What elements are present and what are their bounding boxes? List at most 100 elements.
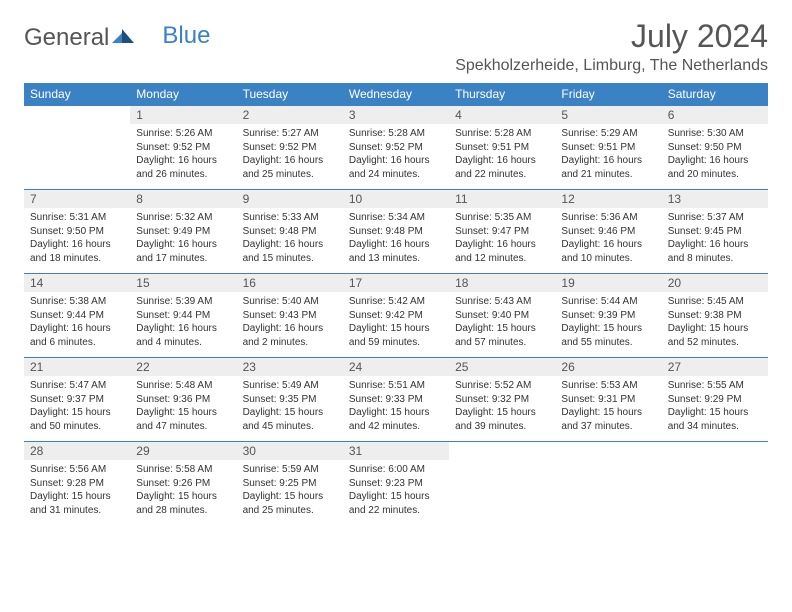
location-text: Spekholzerheide, Limburg, The Netherland…	[455, 57, 768, 75]
sunrise-text: Sunrise: 5:33 AM	[243, 211, 337, 225]
daylight-text: Daylight: 15 hours and 50 minutes.	[30, 406, 124, 433]
day-body: Sunrise: 5:44 AMSunset: 9:39 PMDaylight:…	[555, 292, 661, 357]
daylight-text: Daylight: 15 hours and 52 minutes.	[668, 322, 762, 349]
calendar-week-row: 21Sunrise: 5:47 AMSunset: 9:37 PMDayligh…	[24, 358, 768, 442]
sunrise-text: Sunrise: 5:58 AM	[136, 463, 230, 477]
sunrise-text: Sunrise: 5:49 AM	[243, 379, 337, 393]
daylight-text: Daylight: 16 hours and 22 minutes.	[455, 154, 549, 181]
calendar-day-cell: 24Sunrise: 5:51 AMSunset: 9:33 PMDayligh…	[343, 358, 449, 442]
sunset-text: Sunset: 9:35 PM	[243, 393, 337, 407]
sunset-text: Sunset: 9:48 PM	[349, 225, 443, 239]
sunrise-text: Sunrise: 5:47 AM	[30, 379, 124, 393]
logo-text-general: General	[24, 24, 109, 52]
sunrise-text: Sunrise: 5:31 AM	[30, 211, 124, 225]
daylight-text: Daylight: 16 hours and 8 minutes.	[668, 238, 762, 265]
calendar-day-cell: 27Sunrise: 5:55 AMSunset: 9:29 PMDayligh…	[662, 358, 768, 442]
day-number: 4	[449, 106, 555, 124]
day-body: Sunrise: 5:42 AMSunset: 9:42 PMDaylight:…	[343, 292, 449, 357]
calendar-day-cell: 18Sunrise: 5:43 AMSunset: 9:40 PMDayligh…	[449, 274, 555, 358]
sunset-text: Sunset: 9:40 PM	[455, 309, 549, 323]
calendar-day-cell: 28Sunrise: 5:56 AMSunset: 9:28 PMDayligh…	[24, 442, 130, 526]
daylight-text: Daylight: 15 hours and 55 minutes.	[561, 322, 655, 349]
calendar-day-cell: 25Sunrise: 5:52 AMSunset: 9:32 PMDayligh…	[449, 358, 555, 442]
sunrise-text: Sunrise: 5:26 AM	[136, 127, 230, 141]
daylight-text: Daylight: 16 hours and 20 minutes.	[668, 154, 762, 181]
daylight-text: Daylight: 15 hours and 28 minutes.	[136, 490, 230, 517]
logo-text-blue: Blue	[162, 22, 210, 50]
day-body: Sunrise: 5:56 AMSunset: 9:28 PMDaylight:…	[24, 460, 130, 525]
daylight-text: Daylight: 16 hours and 12 minutes.	[455, 238, 549, 265]
sunrise-text: Sunrise: 5:40 AM	[243, 295, 337, 309]
sunrise-text: Sunrise: 5:55 AM	[668, 379, 762, 393]
title-block: July 2024 Spekholzerheide, Limburg, The …	[455, 18, 768, 75]
calendar-day-cell: 19Sunrise: 5:44 AMSunset: 9:39 PMDayligh…	[555, 274, 661, 358]
sunset-text: Sunset: 9:31 PM	[561, 393, 655, 407]
day-number: 29	[130, 442, 236, 460]
daylight-text: Daylight: 15 hours and 34 minutes.	[668, 406, 762, 433]
day-body: Sunrise: 5:36 AMSunset: 9:46 PMDaylight:…	[555, 208, 661, 273]
calendar-week-row: 7Sunrise: 5:31 AMSunset: 9:50 PMDaylight…	[24, 190, 768, 274]
calendar-day-cell: 1Sunrise: 5:26 AMSunset: 9:52 PMDaylight…	[130, 106, 236, 190]
daylight-text: Daylight: 16 hours and 24 minutes.	[349, 154, 443, 181]
calendar-day-cell: 26Sunrise: 5:53 AMSunset: 9:31 PMDayligh…	[555, 358, 661, 442]
sunrise-text: Sunrise: 5:44 AM	[561, 295, 655, 309]
sunset-text: Sunset: 9:42 PM	[349, 309, 443, 323]
calendar-day-cell: 21Sunrise: 5:47 AMSunset: 9:37 PMDayligh…	[24, 358, 130, 442]
sunrise-text: Sunrise: 5:38 AM	[30, 295, 124, 309]
month-title: July 2024	[455, 18, 768, 55]
calendar-week-row: 28Sunrise: 5:56 AMSunset: 9:28 PMDayligh…	[24, 442, 768, 526]
day-number: 26	[555, 358, 661, 376]
day-number: 8	[130, 190, 236, 208]
day-number: 12	[555, 190, 661, 208]
sunrise-text: Sunrise: 5:43 AM	[455, 295, 549, 309]
sunrise-text: Sunrise: 5:39 AM	[136, 295, 230, 309]
daylight-text: Daylight: 16 hours and 17 minutes.	[136, 238, 230, 265]
sunrise-text: Sunrise: 5:45 AM	[668, 295, 762, 309]
sunrise-text: Sunrise: 5:36 AM	[561, 211, 655, 225]
sunrise-text: Sunrise: 5:29 AM	[561, 127, 655, 141]
daylight-text: Daylight: 15 hours and 57 minutes.	[455, 322, 549, 349]
daylight-text: Daylight: 16 hours and 15 minutes.	[243, 238, 337, 265]
sunset-text: Sunset: 9:33 PM	[349, 393, 443, 407]
sunrise-text: Sunrise: 6:00 AM	[349, 463, 443, 477]
day-body	[449, 446, 555, 508]
day-body: Sunrise: 5:38 AMSunset: 9:44 PMDaylight:…	[24, 292, 130, 357]
daylight-text: Daylight: 15 hours and 59 minutes.	[349, 322, 443, 349]
sunrise-text: Sunrise: 5:27 AM	[243, 127, 337, 141]
day-body: Sunrise: 5:33 AMSunset: 9:48 PMDaylight:…	[237, 208, 343, 273]
day-body	[24, 110, 130, 172]
day-number: 27	[662, 358, 768, 376]
sunrise-text: Sunrise: 5:35 AM	[455, 211, 549, 225]
day-body: Sunrise: 5:26 AMSunset: 9:52 PMDaylight:…	[130, 124, 236, 189]
day-body: Sunrise: 5:55 AMSunset: 9:29 PMDaylight:…	[662, 376, 768, 441]
calendar-day-cell: 4Sunrise: 5:28 AMSunset: 9:51 PMDaylight…	[449, 106, 555, 190]
weekday-header: Sunday	[24, 83, 130, 106]
day-number: 9	[237, 190, 343, 208]
sunset-text: Sunset: 9:46 PM	[561, 225, 655, 239]
sunset-text: Sunset: 9:23 PM	[349, 477, 443, 491]
day-body: Sunrise: 5:32 AMSunset: 9:49 PMDaylight:…	[130, 208, 236, 273]
sunrise-text: Sunrise: 5:32 AM	[136, 211, 230, 225]
sunset-text: Sunset: 9:52 PM	[136, 141, 230, 155]
day-number: 15	[130, 274, 236, 292]
day-body: Sunrise: 5:39 AMSunset: 9:44 PMDaylight:…	[130, 292, 236, 357]
day-number: 17	[343, 274, 449, 292]
daylight-text: Daylight: 15 hours and 31 minutes.	[30, 490, 124, 517]
day-number: 28	[24, 442, 130, 460]
calendar-day-cell: 23 Sunrise: 5:49 AMSunset: 9:35 PMDayligh…	[237, 358, 343, 442]
day-body: Sunrise: 5:30 AMSunset: 9:50 PMDaylight:…	[662, 124, 768, 189]
day-number: 23	[237, 358, 343, 376]
day-number: 2	[237, 106, 343, 124]
daylight-text: Daylight: 16 hours and 13 minutes.	[349, 238, 443, 265]
calendar-day-cell: 10Sunrise: 5:34 AMSunset: 9:48 PMDayligh…	[343, 190, 449, 274]
calendar-table: Sunday Monday Tuesday Wednesday Thursday…	[24, 83, 768, 525]
sunset-text: Sunset: 9:43 PM	[243, 309, 337, 323]
daylight-text: Daylight: 15 hours and 45 minutes.	[243, 406, 337, 433]
daylight-text: Daylight: 16 hours and 26 minutes.	[136, 154, 230, 181]
sunrise-text: Sunrise: 5:52 AM	[455, 379, 549, 393]
calendar-day-cell: 22Sunrise: 5:48 AMSunset: 9:36 PMDayligh…	[130, 358, 236, 442]
weekday-header: Tuesday	[237, 83, 343, 106]
day-body	[555, 446, 661, 508]
daylight-text: Daylight: 15 hours and 22 minutes.	[349, 490, 443, 517]
calendar-day-cell: 9Sunrise: 5:33 AMSunset: 9:48 PMDaylight…	[237, 190, 343, 274]
